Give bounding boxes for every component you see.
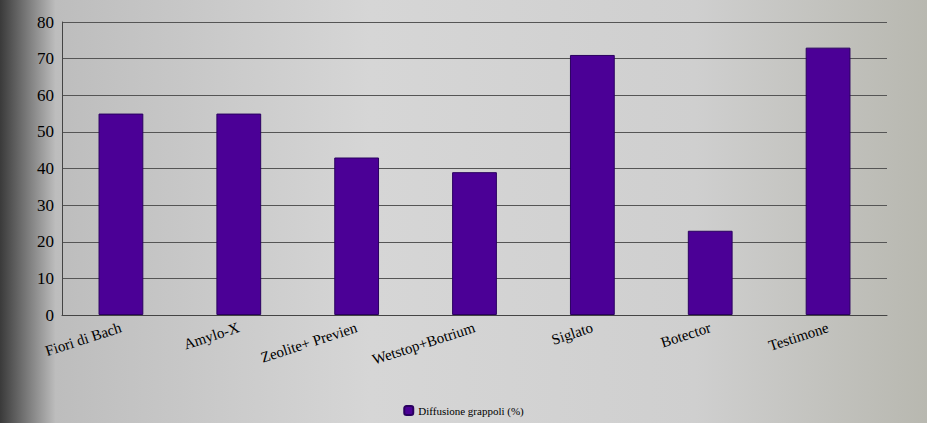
svg-text:Amylo-X: Amylo-X bbox=[182, 319, 242, 352]
svg-text:Fiori di Bach: Fiori di Bach bbox=[43, 319, 124, 359]
svg-text:30: 30 bbox=[37, 196, 54, 215]
svg-text:10: 10 bbox=[37, 269, 54, 288]
svg-text:20: 20 bbox=[37, 232, 54, 251]
svg-text:80: 80 bbox=[37, 13, 54, 32]
svg-text:70: 70 bbox=[37, 49, 54, 68]
svg-text:Siglato: Siglato bbox=[549, 319, 594, 347]
svg-text:40: 40 bbox=[37, 159, 54, 178]
svg-text:60: 60 bbox=[37, 86, 54, 105]
svg-text:Diffusione grappoli (%): Diffusione grappoli (%) bbox=[418, 405, 524, 418]
svg-text:0: 0 bbox=[46, 306, 55, 325]
svg-text:Testimone: Testimone bbox=[766, 319, 830, 354]
svg-text:Zeolite+ Previen: Zeolite+ Previen bbox=[259, 319, 360, 365]
svg-text:Botector: Botector bbox=[659, 319, 713, 350]
svg-text:Wetstop+Botrium: Wetstop+Botrium bbox=[370, 319, 477, 367]
svg-text:50: 50 bbox=[37, 122, 54, 141]
